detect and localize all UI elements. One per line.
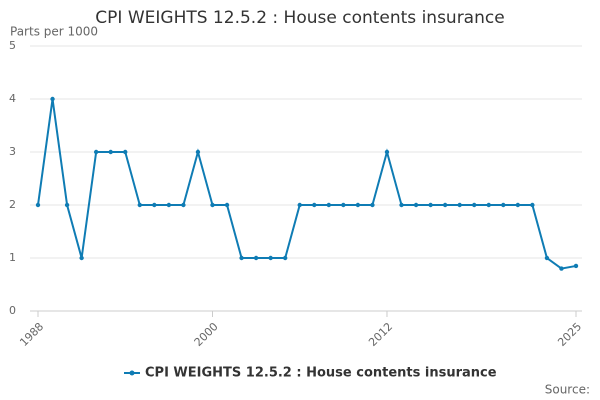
point	[253, 255, 259, 261]
x-tick-label: 2012	[366, 320, 395, 349]
point	[472, 202, 477, 208]
point	[224, 202, 230, 208]
point	[530, 202, 535, 208]
point	[501, 202, 506, 208]
point	[559, 266, 564, 271]
legend-marker	[129, 370, 135, 376]
point	[152, 202, 157, 208]
point	[181, 202, 186, 208]
x-tick-label: 2025	[555, 320, 584, 349]
source: Source:	[545, 383, 590, 397]
y-tick-label: 0	[9, 304, 16, 317]
legend-label: CPI WEIGHTS 12.5.2 : House contents insu…	[145, 366, 497, 381]
point	[108, 149, 113, 155]
x-tick-label: 2000	[192, 320, 221, 349]
point	[573, 263, 579, 269]
point	[210, 202, 215, 208]
point	[195, 149, 201, 155]
point	[442, 202, 448, 208]
point	[79, 255, 84, 261]
point	[486, 202, 491, 208]
point	[384, 149, 390, 155]
point	[239, 255, 244, 261]
point	[297, 202, 302, 208]
point	[35, 202, 41, 208]
y-tick-label: 4	[9, 92, 16, 105]
point	[355, 202, 361, 208]
point	[413, 202, 419, 208]
point	[137, 202, 142, 208]
point	[428, 202, 433, 208]
point	[544, 255, 550, 261]
point	[268, 255, 273, 261]
point	[515, 202, 521, 208]
point	[50, 96, 55, 102]
y-tick-label: 2	[9, 198, 16, 211]
y-tick-label: 3	[9, 145, 16, 158]
point	[166, 202, 172, 208]
series-line	[37, 98, 577, 270]
point	[93, 149, 99, 155]
point	[312, 202, 317, 208]
y-tick-label: 1	[9, 251, 16, 264]
x-tick-label: 1988	[17, 320, 46, 349]
point	[64, 202, 70, 208]
chart-title: CPI WEIGHTS 12.5.2 : House contents insu…	[95, 8, 504, 28]
point	[341, 202, 346, 208]
y-axis-label: Parts per 1000	[10, 25, 98, 39]
point	[326, 202, 332, 208]
point	[123, 149, 128, 155]
point	[370, 202, 375, 208]
point	[457, 202, 462, 208]
point	[282, 255, 288, 261]
point	[399, 202, 404, 208]
y-tick-label: 5	[9, 39, 16, 52]
